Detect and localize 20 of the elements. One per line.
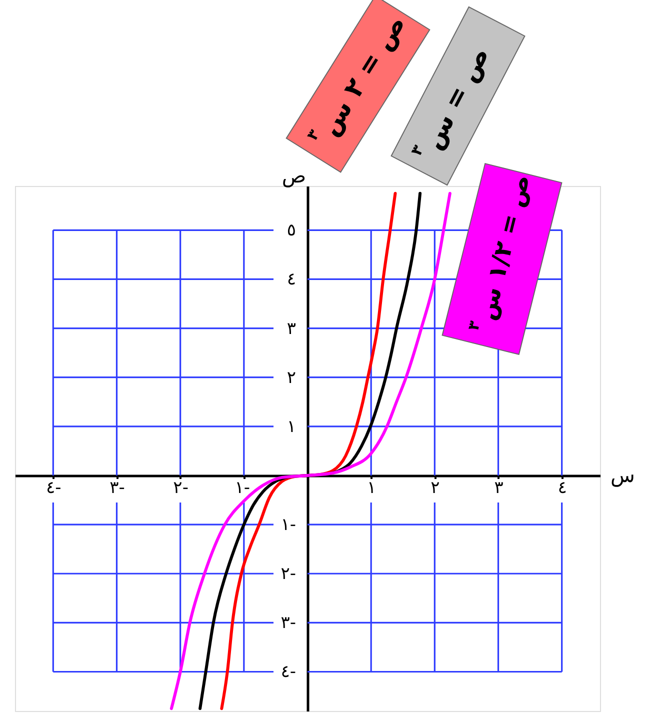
y-axis-title: ص — [282, 164, 306, 188]
y-tick-label: ٣ — [286, 318, 296, 339]
x-tick-label: ٢ — [430, 478, 440, 498]
x-tick-label: ١- — [234, 478, 250, 498]
x-tick-label: ٢- — [173, 478, 188, 498]
y-tick-label: ٤- — [280, 662, 296, 682]
y-tick-label: ٢- — [280, 564, 296, 584]
y-tick-label: ٥ — [286, 220, 296, 241]
x-tick-label: ٣ — [494, 478, 504, 498]
y-tick-label: ٣- — [280, 613, 296, 634]
text: ص = ١/٢ س٣ — [464, 172, 536, 332]
x-tick-label: ٣- — [110, 478, 125, 498]
y-tick-label: ٢ — [286, 368, 296, 388]
y-tick-label: ٤ — [286, 270, 296, 290]
x-tick-label: ١ — [367, 478, 376, 498]
x-tick-label: ٤ — [558, 478, 567, 498]
y-tick-label: ١- — [280, 515, 296, 536]
y-tick-label: ١ — [286, 416, 296, 437]
x-tick-label: ٤- — [46, 478, 62, 498]
x-axis-title: س — [610, 462, 635, 487]
